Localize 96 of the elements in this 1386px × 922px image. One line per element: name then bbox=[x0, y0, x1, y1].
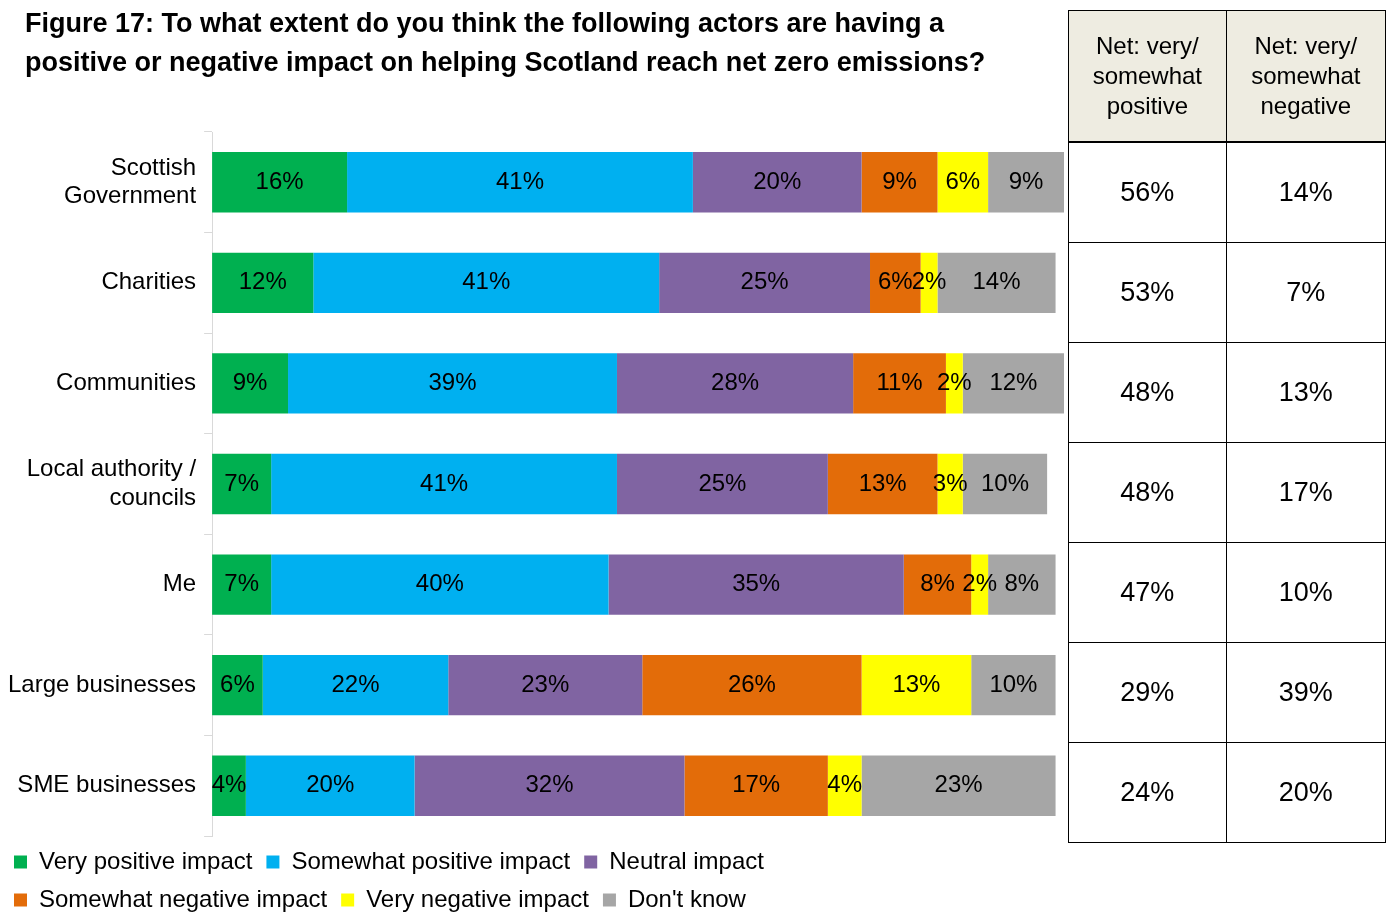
bar bbox=[937, 152, 989, 213]
data-label: 12% bbox=[989, 368, 1038, 396]
data-label: 20% bbox=[306, 770, 355, 798]
bar bbox=[659, 252, 871, 314]
bar bbox=[212, 554, 272, 615]
legend-label: Neutral impact bbox=[609, 846, 765, 874]
text: 47% bbox=[1068, 542, 1227, 643]
bar bbox=[608, 554, 904, 615]
data-label: 10% bbox=[980, 468, 1029, 496]
y-tick-label: SME businesses bbox=[17, 770, 197, 798]
text: Net: very/ somewhat positive bbox=[1068, 10, 1227, 142]
data-label: 35% bbox=[732, 569, 781, 597]
bar bbox=[347, 152, 693, 213]
legend-label: Very positive impact bbox=[39, 846, 253, 874]
bar bbox=[692, 152, 862, 213]
bar bbox=[861, 755, 1056, 816]
data-label: 41% bbox=[462, 267, 511, 295]
text: 13% bbox=[1226, 342, 1386, 443]
legend-label: Don't know bbox=[627, 884, 747, 912]
bar bbox=[212, 654, 263, 716]
bar bbox=[271, 453, 617, 515]
data-label: 10% bbox=[989, 669, 1038, 697]
bar bbox=[212, 453, 272, 515]
bar bbox=[861, 152, 938, 213]
data-label: 32% bbox=[525, 770, 574, 798]
data-label: 6% bbox=[877, 267, 913, 295]
data-label: 9% bbox=[232, 368, 268, 396]
data-label: 25% bbox=[698, 468, 747, 496]
legend-label: Very negative impact bbox=[366, 884, 590, 912]
text: 56% bbox=[1068, 142, 1227, 243]
data-label: 8% bbox=[1004, 569, 1040, 597]
text: 29% bbox=[1068, 642, 1227, 743]
bar bbox=[448, 654, 643, 716]
text: 20% bbox=[1226, 742, 1386, 843]
bar bbox=[313, 252, 660, 314]
data-label: 22% bbox=[331, 669, 380, 697]
data-label: 13% bbox=[892, 669, 941, 697]
data-label: 16% bbox=[255, 166, 304, 194]
data-label: 14% bbox=[972, 267, 1021, 295]
data-label: 25% bbox=[740, 267, 789, 295]
text: 24% bbox=[1068, 742, 1227, 843]
bar bbox=[642, 654, 862, 716]
data-label: 6% bbox=[945, 166, 981, 194]
text: Net: very/ somewhat negative bbox=[1226, 10, 1386, 142]
data-label: 7% bbox=[224, 569, 259, 597]
text: 53% bbox=[1068, 242, 1227, 343]
data-label: 4% bbox=[211, 770, 247, 798]
data-label: 26% bbox=[727, 669, 776, 697]
data-label: 6% bbox=[220, 669, 255, 697]
bar bbox=[212, 152, 348, 213]
text: 39% bbox=[1226, 642, 1386, 743]
bar bbox=[971, 654, 1056, 716]
text: 17% bbox=[1226, 442, 1386, 543]
text: 48% bbox=[1068, 442, 1227, 543]
text: 48% bbox=[1068, 342, 1227, 443]
bar bbox=[212, 252, 314, 314]
legend-label: Somewhat negative impact bbox=[39, 884, 328, 912]
bar bbox=[414, 755, 685, 816]
bar bbox=[988, 152, 1064, 213]
bar bbox=[684, 755, 828, 816]
data-label: 41% bbox=[495, 166, 544, 194]
bar bbox=[616, 353, 854, 414]
text: 7% bbox=[1226, 242, 1386, 343]
data-label: 23% bbox=[934, 770, 983, 798]
chart-title: Figure 17: To what extent do you think the following actors are having a positive or negative impact on helping Scotland reach net zero emissions? bbox=[25, 7, 987, 79]
legend-label: Somewhat positive impact bbox=[291, 846, 571, 874]
data-label: 11% bbox=[876, 368, 923, 396]
bar bbox=[288, 353, 617, 414]
data-label: 12% bbox=[238, 267, 287, 295]
data-label: 41% bbox=[420, 468, 469, 496]
data-label: 8% bbox=[920, 569, 955, 597]
y-tick-label: Local authority / councils bbox=[26, 454, 197, 511]
bar bbox=[616, 453, 828, 515]
data-label: 39% bbox=[428, 368, 477, 396]
data-label: 20% bbox=[753, 166, 802, 194]
data-label: 4% bbox=[827, 770, 863, 798]
y-tick-label: Charities bbox=[101, 267, 197, 295]
data-label: 40% bbox=[415, 569, 464, 597]
text: 10% bbox=[1226, 542, 1386, 643]
data-label: 9% bbox=[1008, 166, 1044, 194]
bar bbox=[271, 554, 609, 615]
data-label: 7% bbox=[224, 468, 259, 496]
bar bbox=[212, 353, 289, 414]
y-tick-label: Scottish Government bbox=[64, 152, 197, 209]
data-label: 17% bbox=[732, 770, 781, 798]
bar bbox=[861, 654, 972, 716]
bar bbox=[245, 755, 415, 816]
data-label: 9% bbox=[882, 166, 917, 194]
y-tick-label: Communities bbox=[56, 368, 197, 396]
y-tick-label: Large businesses bbox=[8, 669, 197, 697]
data-label: 23% bbox=[521, 669, 570, 697]
data-label: 13% bbox=[858, 468, 907, 496]
text: 14% bbox=[1226, 142, 1386, 243]
data-label: 28% bbox=[711, 368, 760, 396]
bar bbox=[262, 654, 449, 716]
y-tick-label: Me bbox=[162, 569, 197, 597]
